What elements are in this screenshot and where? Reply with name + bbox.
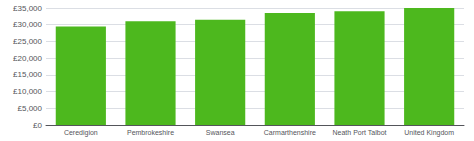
svg-text:Swansea: Swansea [206, 129, 235, 136]
svg-text:£10,000: £10,000 [13, 87, 42, 96]
svg-text:£5,000: £5,000 [18, 104, 43, 113]
svg-text:£20,000: £20,000 [13, 54, 42, 63]
svg-text:Pembrokeshire: Pembrokeshire [127, 129, 174, 136]
svg-text:Ceredigion: Ceredigion [64, 129, 98, 137]
svg-text:£25,000: £25,000 [13, 37, 42, 46]
svg-text:£15,000: £15,000 [13, 70, 42, 79]
svg-text:United Kingdom: United Kingdom [404, 129, 454, 137]
svg-text:Carmarthenshire: Carmarthenshire [264, 129, 316, 136]
svg-text:Neath Port Talbot: Neath Port Talbot [333, 129, 387, 136]
svg-text:£30,000: £30,000 [13, 20, 42, 29]
svg-text:£0: £0 [33, 121, 42, 130]
svg-text:£35,000: £35,000 [13, 4, 42, 13]
